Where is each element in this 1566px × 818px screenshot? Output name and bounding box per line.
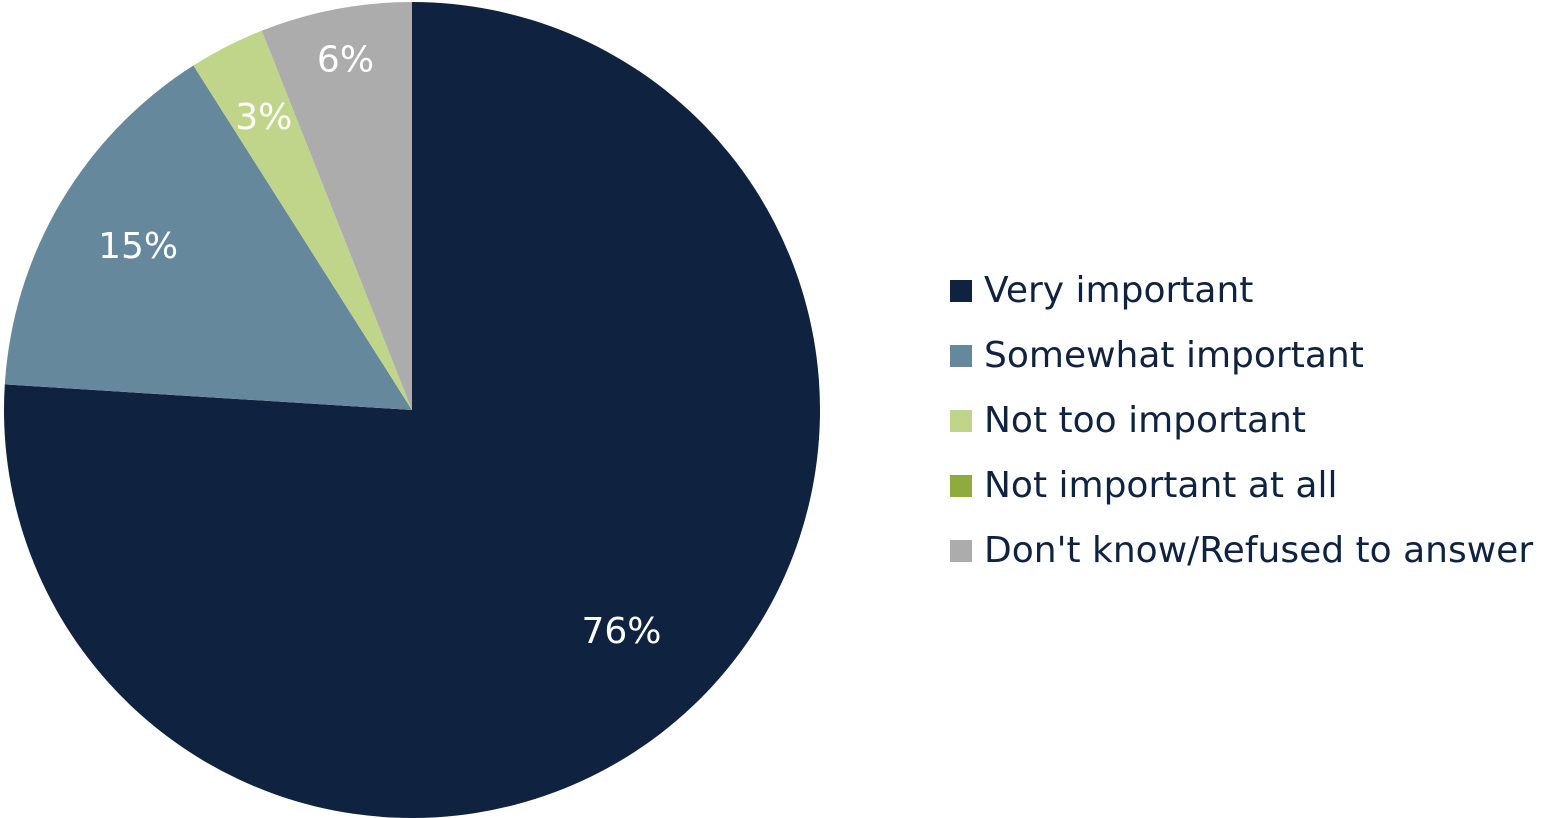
pie-chart-svg: 76% 15% 3% 6% — [3, 2, 820, 818]
legend-swatch-not-important-at-all — [950, 474, 972, 497]
legend-label-not-important-at-all: Not important at all — [984, 465, 1338, 506]
legend-label-somewhat-important: Somewhat important — [984, 335, 1364, 376]
pie-slice-very-important — [3, 2, 820, 818]
legend-swatch-very-important — [950, 279, 972, 302]
pie-slice-not-too-important — [193, 30, 412, 411]
data-label-very-important: 76% — [581, 611, 661, 652]
legend-swatch-somewhat-important — [950, 344, 972, 367]
pie-slice-don-t-know-refused-to-answer — [261, 2, 412, 410]
data-label-not-too-important: 3% — [235, 97, 292, 138]
legend-swatch-not-too-important — [950, 409, 972, 432]
pie-slice-labels: 76% 15% 3% 6% — [98, 39, 661, 652]
legend-label-not-too-important: Not too important — [984, 400, 1306, 441]
data-label-don-t-know-refused-to-answer: 6% — [317, 39, 374, 80]
pie-slices — [3, 2, 820, 818]
legend-item-somewhat-important: Somewhat important — [950, 323, 1533, 388]
legend-item-very-important: Very important — [950, 258, 1533, 323]
pie-slice-somewhat-important — [4, 65, 413, 410]
data-label-somewhat-important: 15% — [98, 226, 178, 267]
legend-item-not-too-important: Not too important — [950, 388, 1533, 453]
legend-item-not-important-at-all: Not important at all — [950, 453, 1533, 518]
legend-label-very-important: Very important — [984, 270, 1254, 311]
legend-label-dont-know-refused: Don't know/Refused to answer — [984, 530, 1534, 571]
legend-swatch-dont-know-refused — [950, 539, 972, 562]
legend-item-dont-know-refused: Don't know/Refused to answer — [950, 518, 1533, 583]
chart-legend: Very important Somewhat important Not to… — [950, 258, 1533, 583]
